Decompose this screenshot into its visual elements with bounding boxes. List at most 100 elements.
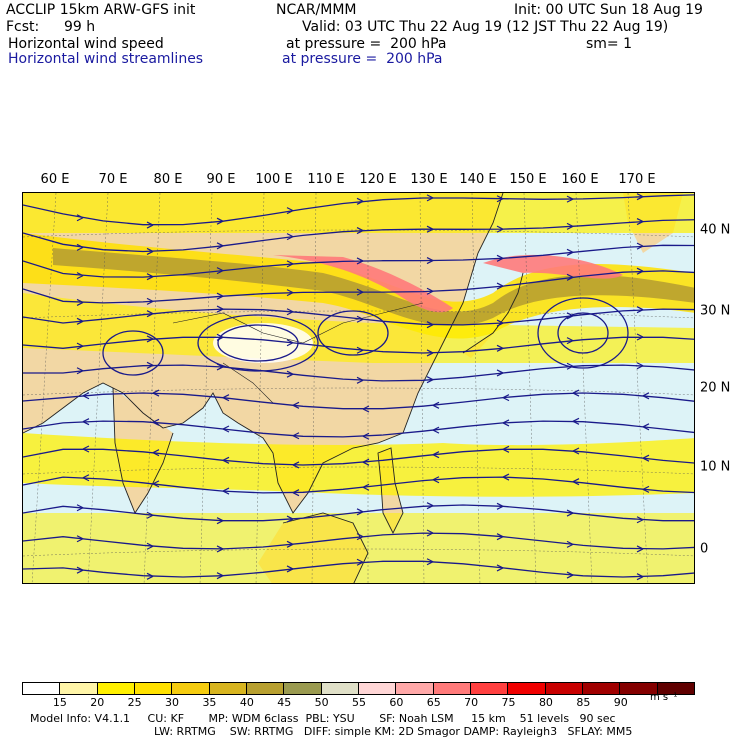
- streamline-loop: [537, 297, 629, 369]
- colorbar-tick-label: 20: [90, 696, 105, 709]
- colorbar-tick-label: 50: [314, 696, 329, 709]
- streamline-arrow: [216, 267, 224, 275]
- streamline-arrow: [286, 339, 294, 347]
- streamline-loop: [217, 324, 299, 362]
- streamline-arrow: [636, 333, 644, 341]
- streamline-arrow: [566, 337, 574, 345]
- streamline-arrow: [496, 344, 504, 352]
- streamline-arrow: [222, 456, 230, 464]
- streamline-arrow: [356, 226, 364, 235]
- streamline-arrow: [286, 289, 294, 297]
- streamline-arrow: [82, 418, 90, 426]
- lon-label: 70 E: [98, 172, 128, 187]
- init-time: Init: 00 UTC Sun 18 Aug 19: [514, 2, 703, 18]
- lon-label: 170 E: [618, 172, 656, 187]
- streamline-arrow: [496, 564, 504, 572]
- lat-label: 20 N: [700, 380, 731, 396]
- streamline-arrow: [636, 193, 644, 201]
- wind-speed-band: [483, 254, 623, 279]
- streamline-arrow: [362, 405, 370, 413]
- streamline-arrow: [426, 287, 434, 295]
- longitude-line: [255, 193, 265, 583]
- longitude-line: [419, 193, 425, 583]
- streamline-arrow: [216, 242, 224, 250]
- lon-label: 140 E: [459, 172, 497, 187]
- wind-speed-band: [23, 513, 694, 583]
- streamline-arrow: [496, 195, 504, 203]
- streamline-arrow: [286, 540, 294, 548]
- lon-label: 80 E: [153, 172, 183, 187]
- streamline-arrow: [76, 317, 84, 325]
- streamline-arrow: [146, 335, 154, 343]
- latitude-line: [23, 229, 694, 238]
- streamline-arrow: [356, 197, 364, 205]
- streamline-arrow: [146, 572, 154, 580]
- streamline-arrow: [502, 445, 510, 453]
- streamline-arrow: [82, 445, 90, 453]
- streamline-arrow: [76, 272, 84, 280]
- latitude-line: [23, 387, 694, 396]
- streamline-arrow: [566, 222, 574, 230]
- streamline-arrow: [502, 419, 510, 427]
- streamline-arrow: [426, 376, 434, 384]
- lon-label: 100 E: [255, 172, 293, 187]
- streamline-arrow: [222, 425, 230, 433]
- streamline-arrow: [566, 540, 574, 548]
- streamline-arrow: [496, 225, 504, 233]
- coastline: [377, 447, 404, 535]
- streamline-arrow: [152, 480, 160, 488]
- colorbar-swatch: [657, 683, 694, 694]
- longitude-line: [523, 193, 537, 583]
- streamline-arrow: [426, 225, 434, 233]
- longitude-line: [31, 193, 57, 583]
- streamline-arrow: [432, 401, 440, 409]
- streamline-arrow: [496, 502, 504, 510]
- streamline-arrow: [426, 529, 434, 537]
- streamline-arrow: [356, 558, 364, 566]
- colorbar-swatch: [433, 683, 471, 694]
- streamline-arrow: [286, 308, 294, 316]
- forecast-label: Fcst:: [6, 19, 40, 35]
- streamline-arrow: [76, 298, 84, 306]
- streamline-arrow: [216, 333, 224, 341]
- streamline-arrow: [292, 432, 300, 440]
- streamline-arrow: [286, 233, 294, 241]
- streamline-arrow: [146, 273, 154, 281]
- lat-label: 40 N: [700, 222, 731, 238]
- longitude-line: [627, 193, 649, 583]
- colorbar-swatch: [60, 683, 98, 694]
- wind-speed-band: [23, 193, 694, 233]
- lat-label: 10 N: [700, 459, 731, 475]
- colorbar-tick-label: 25: [127, 696, 142, 709]
- longitude-line: [87, 193, 109, 583]
- streamline-arrow: [152, 449, 160, 457]
- streamline-loop: [197, 314, 319, 372]
- streamline-arrow: [496, 254, 504, 262]
- streamline-loop: [557, 312, 609, 354]
- streamline-arrow: [146, 310, 154, 318]
- streamline-arrow: [222, 394, 230, 402]
- streamline-arrow: [216, 545, 224, 553]
- streamline-arrow: [636, 217, 644, 226]
- streamline-arrow: [572, 478, 580, 486]
- field1-name: Horizontal wind speed: [8, 36, 164, 52]
- streamline-arrow: [356, 315, 364, 323]
- streamline-arrow: [286, 260, 294, 268]
- streamline-arrow: [76, 566, 84, 574]
- streamline-arrow: [426, 502, 434, 510]
- streamline-arrow: [426, 257, 434, 265]
- longitude-line: [311, 193, 317, 583]
- streamline-arrow: [146, 511, 154, 519]
- streamline-arrow: [286, 515, 294, 523]
- streamline-arrow: [566, 248, 574, 256]
- streamline-arrow: [636, 267, 644, 275]
- streamline-arrow: [146, 542, 154, 550]
- wind-speed-band: [273, 255, 453, 313]
- lon-label: 150 E: [509, 172, 547, 187]
- streamline-loop: [102, 330, 164, 376]
- colorbar-tick-label: 85: [576, 696, 591, 709]
- colorbar-tick-label: 30: [165, 696, 180, 709]
- streamline-arrow: [82, 474, 90, 482]
- lat-lon-grid: [23, 193, 694, 583]
- streamline-arrow: [566, 273, 574, 281]
